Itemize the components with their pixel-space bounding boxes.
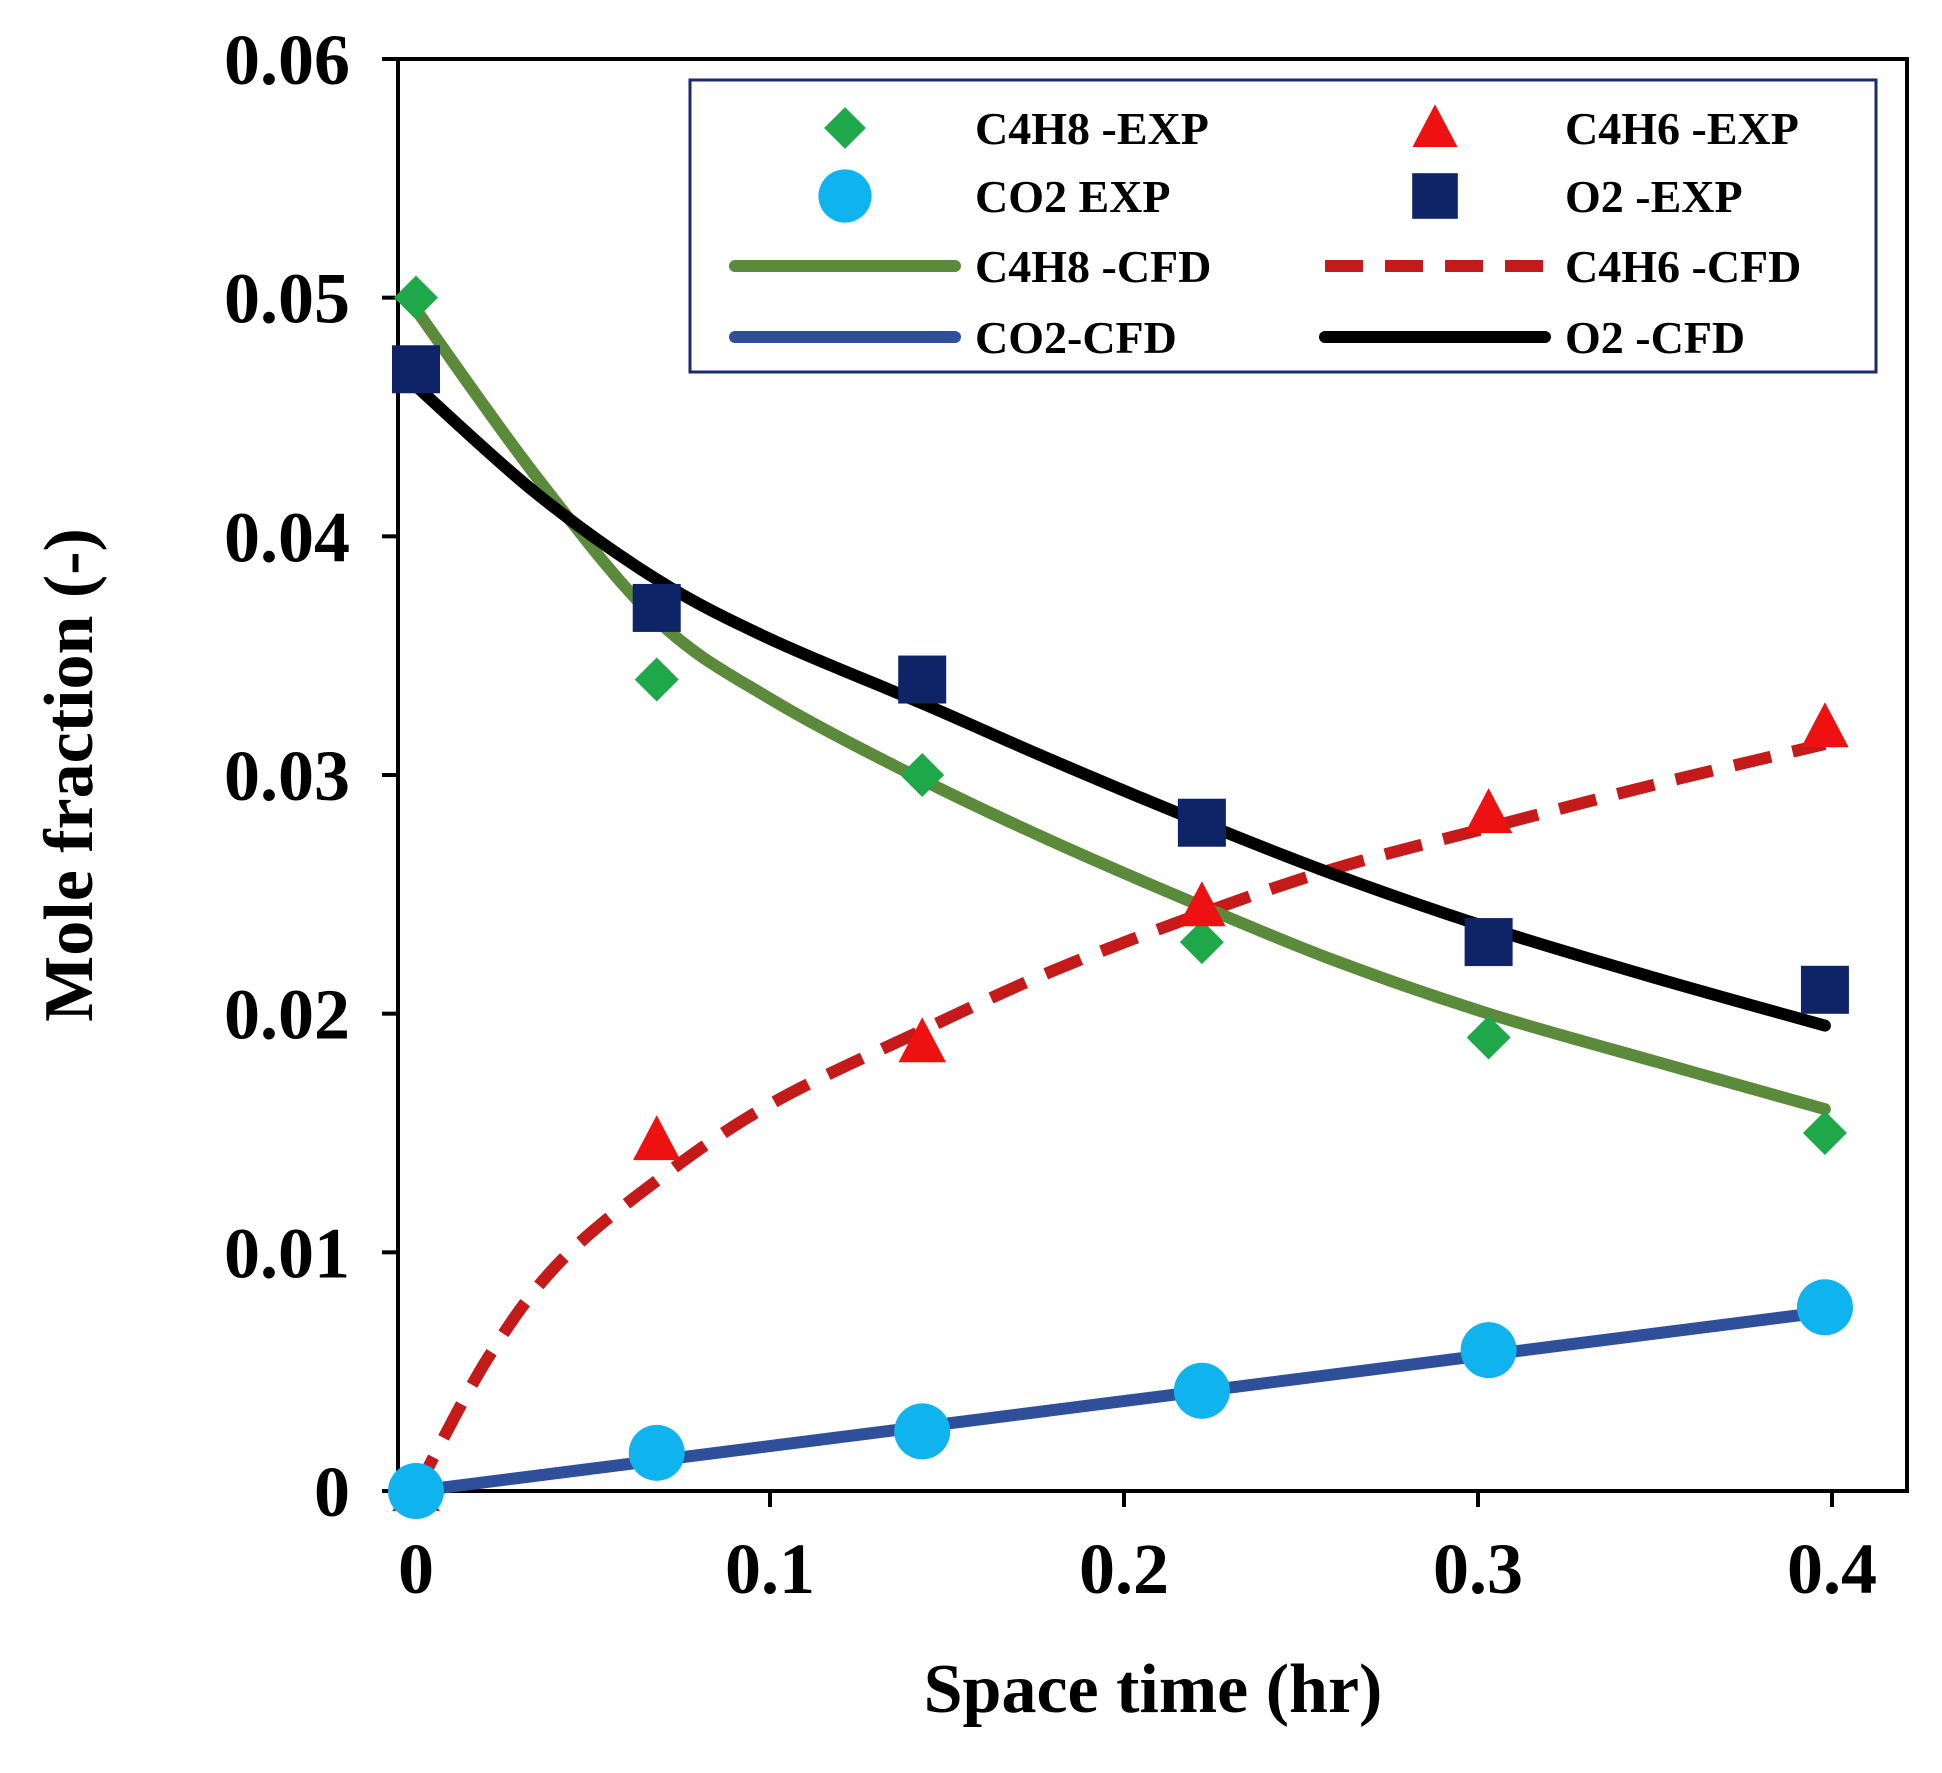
x-tick-label: 0 <box>398 1529 434 1609</box>
legend-symbol-triangle <box>1412 104 1458 147</box>
data-point-circle <box>628 1424 685 1481</box>
legend-symbol-diamond <box>824 107 866 149</box>
legend-entry: CO2 EXP <box>818 169 1171 223</box>
x-axis-title: Space time (hr) <box>924 1651 1383 1728</box>
data-point-diamond <box>1179 920 1224 965</box>
x-tick-label: 0.1 <box>725 1529 815 1609</box>
legend-entry: O2 -EXP <box>1412 171 1743 222</box>
data-point-triangle <box>1464 788 1513 834</box>
legend-label: C4H6 -EXP <box>1565 103 1799 154</box>
data-point-diamond <box>1466 1015 1511 1060</box>
data-point-circle <box>894 1403 951 1460</box>
legend-label: CO2-CFD <box>975 312 1177 363</box>
data-point-diamond <box>394 275 438 320</box>
data-point-triangle <box>1178 881 1226 927</box>
legend-entry: C4H8 -CFD <box>729 241 1211 292</box>
y-tick-label: 0.01 <box>224 1213 350 1293</box>
y-axis-title: Mole fraction (-) <box>31 528 108 1022</box>
legend-label: O2 -CFD <box>1565 312 1745 363</box>
legend-label: CO2 EXP <box>975 171 1171 222</box>
legend-label: O2 -EXP <box>1565 171 1743 222</box>
legend-label: C4H6 -CFD <box>1565 241 1801 292</box>
data-point-square <box>632 583 681 632</box>
y-tick-label: 0 <box>314 1452 350 1532</box>
series-line-c4h6-cfd <box>410 738 1827 1494</box>
legend-box <box>688 78 1878 374</box>
data-point-square <box>1177 798 1226 847</box>
x-tick-label: 0.4 <box>1787 1529 1877 1609</box>
x-tick-labels: 0 0.1 0.2 0.3 0.4 <box>398 1529 1877 1609</box>
data-point-diamond <box>1802 1111 1847 1155</box>
legend-entry: C4H6 -CFD <box>1325 241 1801 292</box>
legend-symbol-circle <box>818 169 872 223</box>
series-line-co2-cfd <box>410 1306 1831 1497</box>
y-tick-label: 0.06 <box>224 20 350 100</box>
legend-symbol-square <box>1412 173 1458 219</box>
legend: C4H8 -EXP C4H6 -EXP CO2 EXP O2 -EXP C4H8 -CF… <box>688 78 1878 374</box>
data-point-triangle <box>898 1017 946 1063</box>
legend-entry: O2 -CFD <box>1319 312 1745 363</box>
data-point-square <box>392 345 440 394</box>
data-point-circle <box>1460 1322 1517 1379</box>
data-point-square <box>898 655 947 704</box>
legend-label: C4H8 -EXP <box>975 103 1209 154</box>
legend-label: C4H8 -CFD <box>975 241 1211 292</box>
data-point-square <box>1800 965 1849 1014</box>
data-point-diamond <box>900 753 945 797</box>
data-point-triangle <box>632 1115 681 1161</box>
y-tick-label: 0.03 <box>224 736 350 816</box>
y-tick-label: 0.02 <box>224 975 350 1055</box>
y-tick-label: 0.05 <box>224 259 350 339</box>
data-point-circle <box>1173 1362 1230 1419</box>
data-point-circle <box>388 1463 444 1519</box>
series-line-o2-cfd <box>410 379 1831 1032</box>
x-tick-label: 0.2 <box>1079 1529 1169 1609</box>
data-point-square <box>1464 918 1513 967</box>
y-tick-label: 0.04 <box>224 497 350 577</box>
x-tick-label: 0.3 <box>1433 1529 1523 1609</box>
legend-entry: C4H6 -EXP <box>1412 103 1799 154</box>
legend-entry: CO2-CFD <box>729 312 1177 363</box>
series-line-c4h8-cfd <box>410 303 1831 1116</box>
y-tick-labels: 0 0.01 0.02 0.03 0.04 0.05 0.06 <box>224 20 350 1532</box>
legend-entry: C4H8 -EXP <box>824 103 1209 154</box>
series-lines <box>410 303 1831 1497</box>
series-markers <box>388 275 1853 1519</box>
data-point-circle <box>1796 1279 1853 1336</box>
data-point-triangle <box>1801 702 1849 748</box>
data-point-diamond <box>634 657 679 702</box>
